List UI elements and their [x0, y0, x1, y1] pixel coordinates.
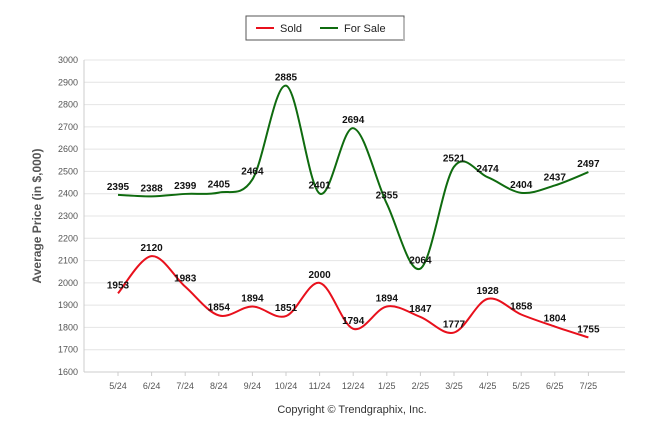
x-tick-label: 2/25 — [412, 381, 430, 391]
y-tick-label: 1700 — [58, 345, 78, 355]
x-tick-label: 7/25 — [580, 381, 598, 391]
y-axis-label: Average Price (in $,000) — [30, 149, 44, 284]
x-tick-label: 6/24 — [143, 381, 161, 391]
x-tick-label: 4/25 — [479, 381, 497, 391]
x-tick-label: 8/24 — [210, 381, 228, 391]
data-label-sold: 1804 — [544, 314, 567, 325]
data-labels: 1953 2120 1983 1854 1894 1851 2000 1794 1894 1847… — [107, 73, 600, 336]
series-line-for-sale — [117, 84, 589, 270]
data-label-for-sale: 2885 — [275, 73, 298, 84]
y-tick-label: 2800 — [58, 100, 78, 110]
y-tick-label: 1600 — [58, 367, 78, 377]
data-label-for-sale: 2395 — [107, 182, 130, 193]
data-label-sold: 1858 — [510, 302, 533, 313]
legend-label-for-sale: For Sale — [344, 23, 386, 35]
x-tick-label: 7/24 — [176, 381, 194, 391]
data-label-sold: 1894 — [241, 293, 264, 304]
data-label-sold: 2000 — [308, 270, 331, 281]
data-label-sold: 1851 — [275, 303, 298, 314]
x-tick-label: 5/24 — [109, 381, 127, 391]
y-tick-label: 2400 — [58, 189, 78, 199]
data-label-for-sale: 2401 — [308, 180, 331, 191]
y-tick-label: 2500 — [58, 166, 78, 176]
gridlines — [83, 59, 625, 373]
x-tick-label: 12/24 — [342, 381, 365, 391]
data-label-sold: 1928 — [476, 286, 499, 297]
data-label-for-sale: 2497 — [577, 159, 600, 170]
data-label-for-sale: 2694 — [342, 115, 365, 126]
x-tick-label: 10/24 — [275, 381, 298, 391]
data-label-sold: 1983 — [174, 274, 197, 285]
x-tick-label: 3/25 — [445, 381, 463, 391]
x-axis-ticks: 5/24 6/24 7/24 8/24 9/24 10/24 11/24 12/24 1/25 2… — [109, 372, 597, 391]
x-tick-label: 1/25 — [378, 381, 396, 391]
y-tick-label: 2200 — [58, 233, 78, 243]
legend: Sold For Sale — [245, 15, 405, 41]
legend-label-sold: Sold — [280, 23, 302, 35]
y-tick-label: 2900 — [58, 77, 78, 87]
y-tick-label: 2600 — [58, 144, 78, 154]
data-label-for-sale: 2437 — [544, 172, 567, 183]
x-tick-label: 6/25 — [546, 381, 564, 391]
y-tick-label: 2700 — [58, 122, 78, 132]
data-label-for-sale: 2404 — [510, 180, 533, 191]
data-label-sold: 1755 — [577, 324, 600, 335]
x-tick-label: 11/24 — [309, 381, 331, 391]
data-label-for-sale: 2474 — [476, 164, 499, 175]
data-label-sold: 1847 — [409, 304, 432, 315]
data-label-for-sale: 2521 — [443, 154, 466, 165]
data-label-for-sale: 2464 — [241, 166, 264, 177]
data-label-sold: 1777 — [443, 320, 466, 331]
copyright-footer: Copyright © Trendgraphix, Inc. — [277, 404, 426, 416]
y-tick-label: 2000 — [58, 278, 78, 288]
data-label-sold: 1854 — [208, 302, 231, 313]
data-label-for-sale: 2399 — [174, 181, 197, 192]
data-label-sold: 1794 — [342, 316, 365, 327]
y-tick-label: 2100 — [58, 256, 78, 266]
data-label-sold: 1894 — [376, 293, 399, 304]
series-line-sold — [117, 255, 589, 339]
y-tick-label: 1800 — [58, 322, 78, 332]
data-label-for-sale: 2388 — [140, 183, 163, 194]
data-label-for-sale: 2355 — [376, 191, 399, 202]
data-label-for-sale: 2405 — [208, 180, 231, 191]
data-label-sold: 2120 — [140, 243, 163, 254]
data-label-for-sale: 2064 — [409, 256, 432, 267]
x-tick-label: 5/25 — [512, 381, 530, 391]
y-tick-label: 2300 — [58, 211, 78, 221]
y-tick-label: 3000 — [58, 55, 78, 65]
x-tick-label: 9/24 — [244, 381, 262, 391]
y-tick-label: 1900 — [58, 300, 78, 310]
series-lines — [117, 84, 589, 339]
y-axis-ticks: 1600 1700 1800 1900 2000 2100 2200 2300 2400 2500… — [58, 55, 78, 377]
data-label-sold: 1953 — [107, 280, 130, 291]
